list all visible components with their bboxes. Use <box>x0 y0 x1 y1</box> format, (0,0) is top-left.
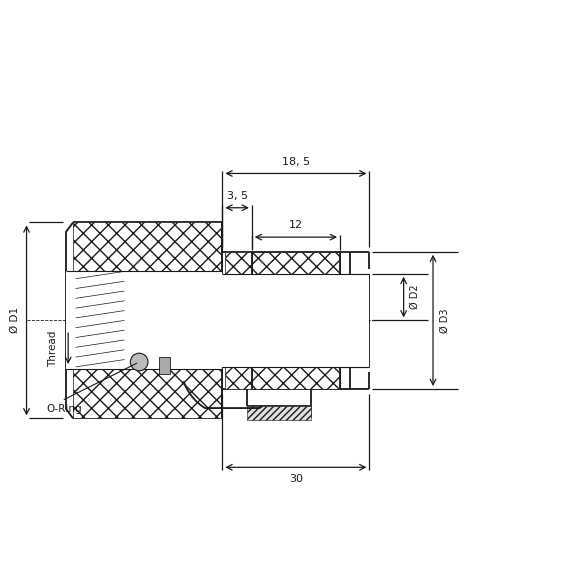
Text: Ø D2: Ø D2 <box>410 285 420 310</box>
Text: Ø D3: Ø D3 <box>439 308 449 333</box>
Text: Ø D1: Ø D1 <box>10 307 20 333</box>
Text: 30: 30 <box>289 474 303 484</box>
Bar <box>73 222 222 271</box>
Bar <box>252 252 340 274</box>
Bar <box>252 367 340 389</box>
Bar <box>225 252 252 274</box>
Text: Thread: Thread <box>48 331 58 367</box>
Text: 12: 12 <box>289 220 303 230</box>
Text: O-Ring: O-Ring <box>46 363 137 414</box>
Bar <box>66 271 222 370</box>
Bar <box>247 406 311 420</box>
Text: 18, 5: 18, 5 <box>282 157 310 166</box>
Bar <box>73 370 222 418</box>
Bar <box>225 367 252 389</box>
Bar <box>159 357 169 374</box>
Text: 3, 5: 3, 5 <box>226 191 247 201</box>
Circle shape <box>130 353 148 371</box>
Bar <box>222 274 370 367</box>
